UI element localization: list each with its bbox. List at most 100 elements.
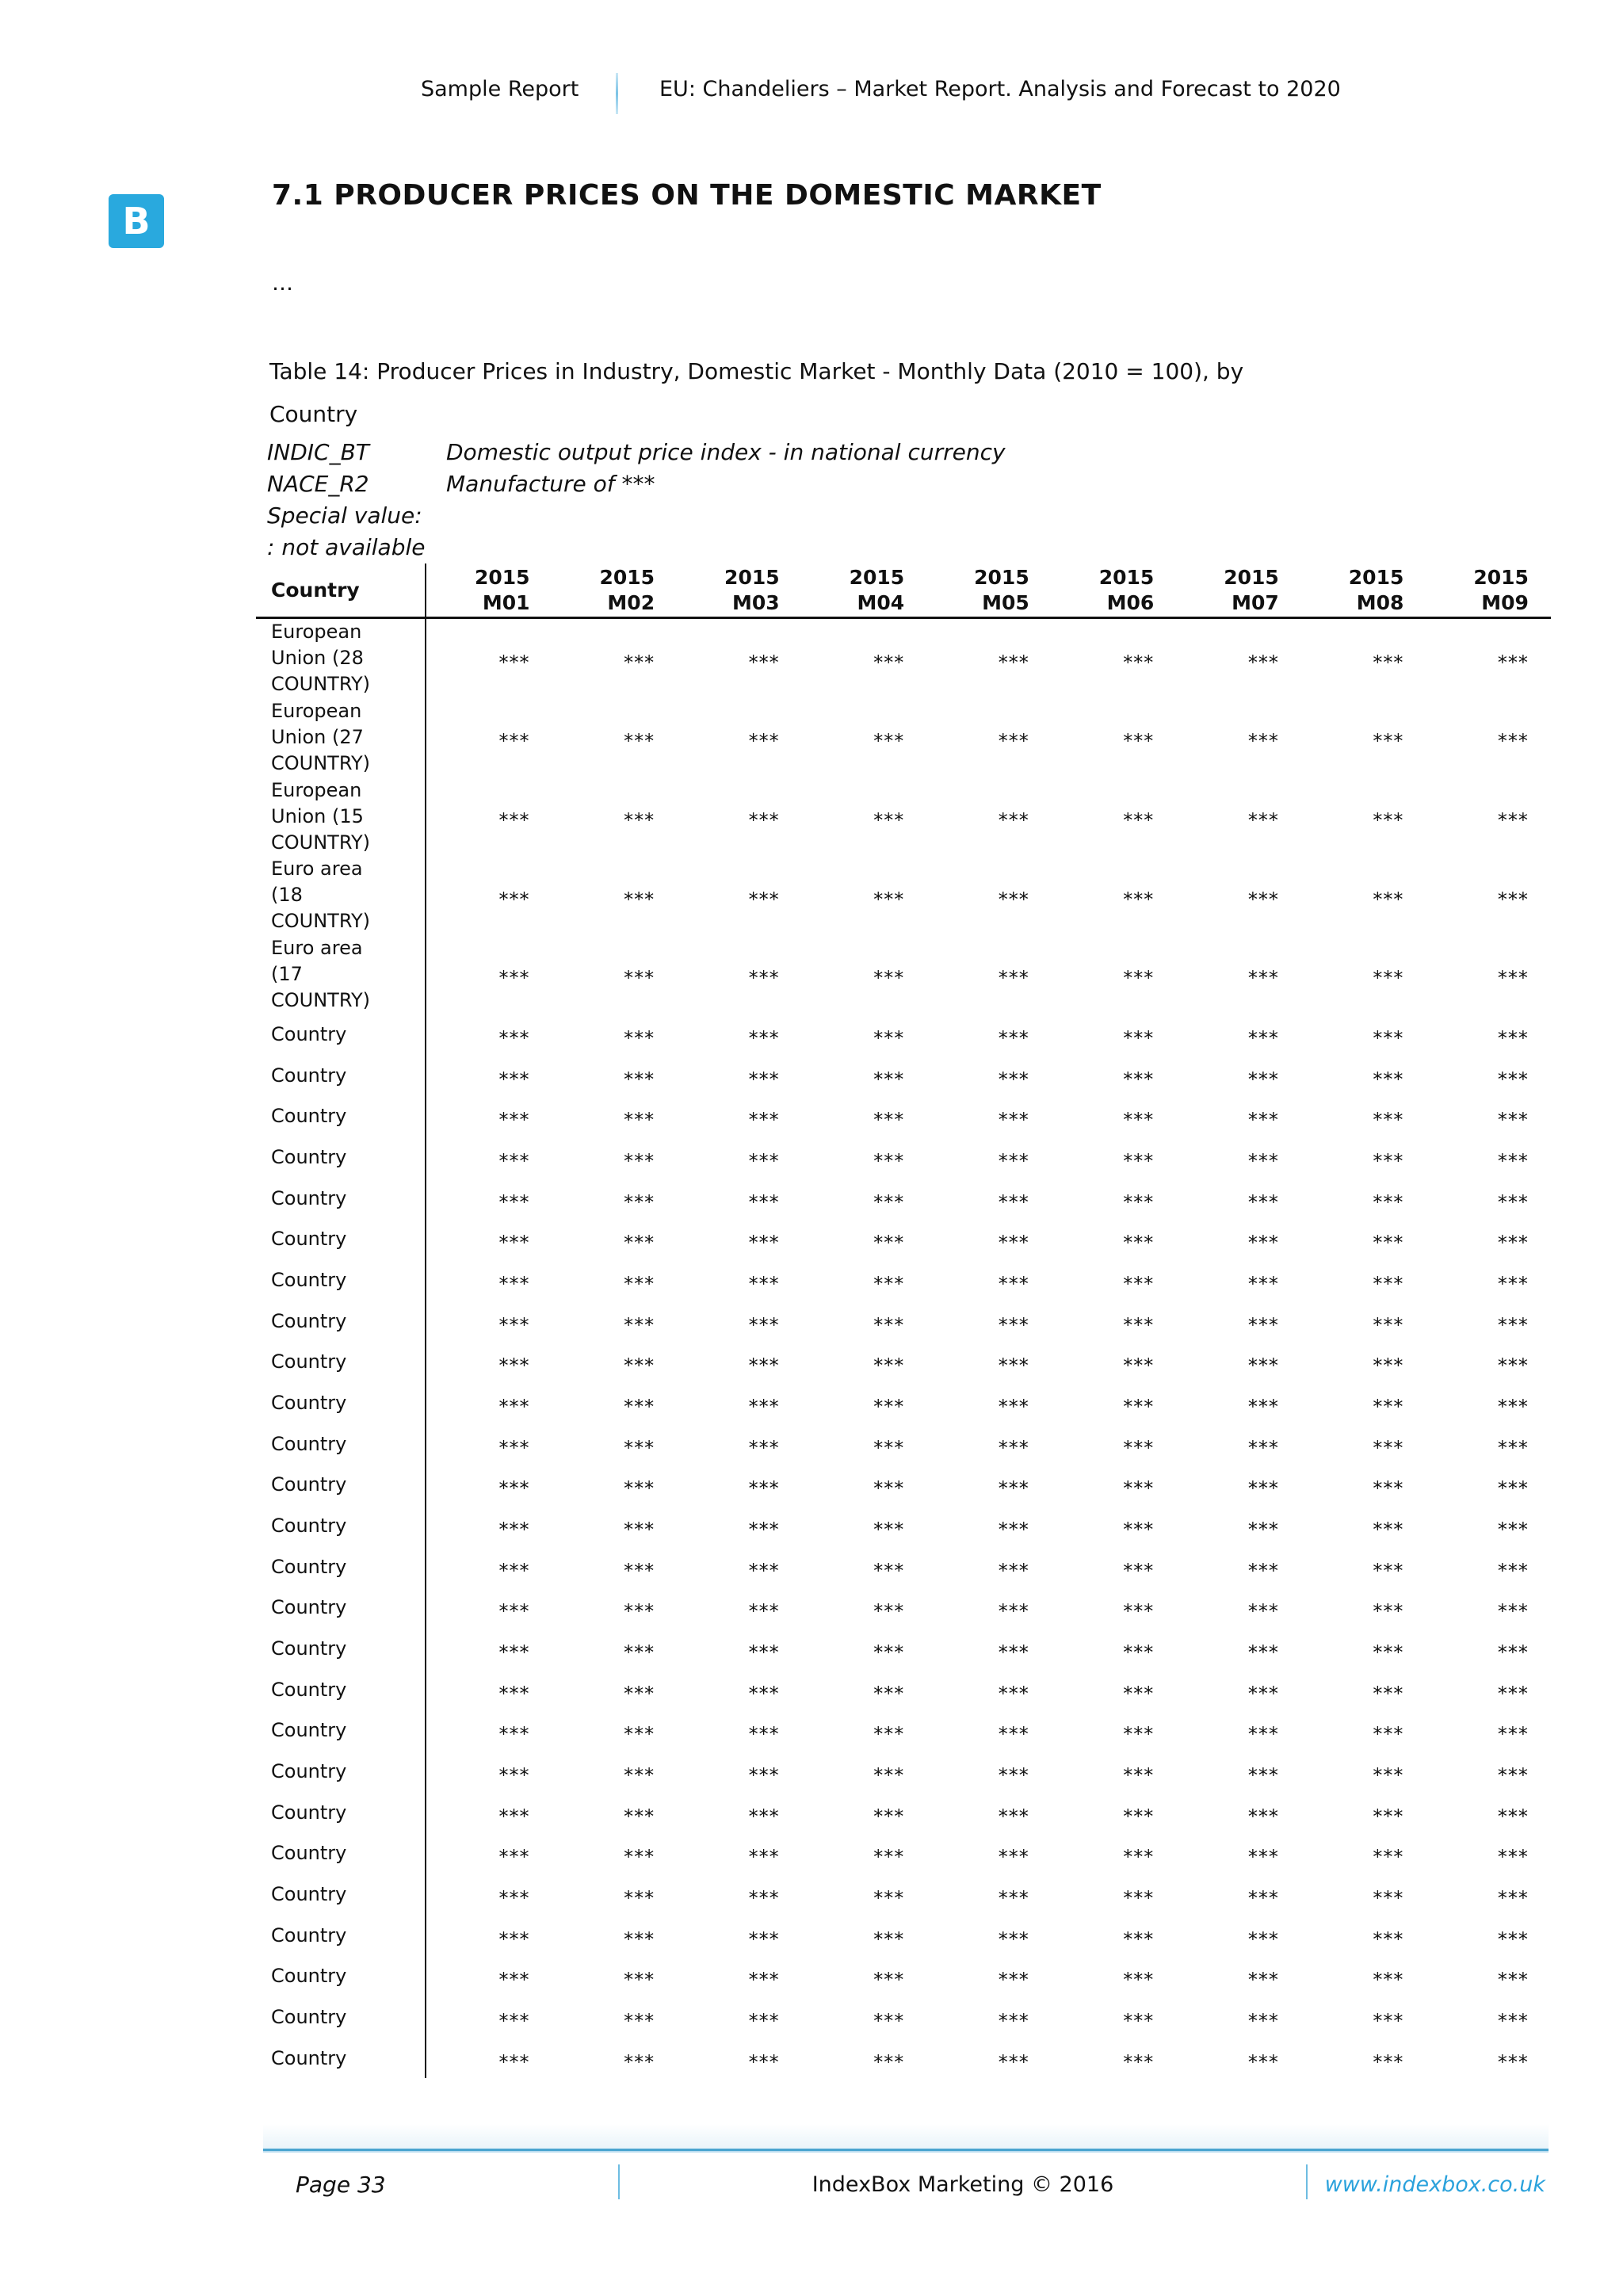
data-cell: ***: [1247, 1396, 1279, 1419]
data-cell: ***: [1497, 1682, 1529, 1705]
data-cell: ***: [1247, 1600, 1279, 1623]
table-header-row: Country 2015 M01 2015 M02 2015 M03 2015 M04 2015…: [256, 563, 1551, 619]
data-cell: ***: [998, 1805, 1029, 1828]
data-cell: ***: [998, 1232, 1029, 1255]
data-cell: ***: [1247, 1641, 1279, 1664]
data-cell: ***: [624, 2050, 655, 2073]
data-cell: ***: [1373, 1969, 1404, 1992]
table-caption-line2: Country: [269, 401, 358, 427]
data-cell: ***: [998, 1477, 1029, 1500]
data-cell: ***: [748, 1763, 780, 1786]
data-cell: ***: [498, 730, 530, 753]
data-cell: ***: [1373, 1027, 1404, 1050]
header-month: M07: [1232, 590, 1279, 614]
data-cell: ***: [1247, 1027, 1279, 1050]
table-row-country: Country *** *** *** *** *** *** *** *** ***: [256, 1792, 1551, 1833]
data-cell: ***: [1247, 1763, 1279, 1786]
data-cell: ***: [1373, 1805, 1404, 1828]
table-row-country: Country *** *** *** *** *** *** *** *** ***: [256, 1382, 1551, 1423]
row-label: Country: [271, 1186, 347, 1209]
footer-website-link[interactable]: www.indexbox.co.uk: [1324, 2172, 1545, 2197]
data-cell: ***: [748, 2050, 780, 2073]
legend-special-value-desc: : not available: [267, 534, 426, 560]
header-year: 2015: [1348, 565, 1404, 589]
table-vertical-rule: [425, 563, 426, 2079]
page-number: Page 33: [296, 2172, 386, 2198]
legend-code: INDIC_BT: [267, 439, 369, 465]
data-cell: ***: [624, 1682, 655, 1705]
data-cell: ***: [1373, 1150, 1404, 1173]
data-cell: ***: [998, 2009, 1029, 2032]
data-cell: ***: [1247, 651, 1279, 674]
row-label: Country: [271, 1269, 347, 1292]
data-cell: ***: [1373, 1273, 1404, 1296]
data-cell: ***: [1247, 1313, 1279, 1336]
data-cell: ***: [998, 1068, 1029, 1091]
data-cell: ***: [1123, 1190, 1155, 1213]
table-row-country: Country *** *** *** *** *** *** *** *** ***: [256, 1423, 1551, 1465]
data-cell: ***: [498, 1927, 530, 1950]
data-cell: ***: [498, 809, 530, 832]
data-cell: ***: [1123, 1396, 1155, 1419]
data-cell: ***: [998, 1150, 1029, 1173]
row-label: Country: [271, 1473, 347, 1496]
month-column-header: 2015 M07: [1174, 565, 1300, 616]
data-cell: ***: [624, 1927, 655, 1950]
data-cell: ***: [1123, 1232, 1155, 1255]
row-label: Country: [271, 2046, 347, 2069]
table-row-country: Country *** *** *** *** *** *** *** *** ***: [256, 1751, 1551, 1792]
table-row-country: Country *** *** *** *** *** *** *** *** ***: [256, 1996, 1551, 2038]
data-cell: ***: [1497, 730, 1529, 753]
ellipsis-text: …: [272, 271, 293, 296]
data-cell: ***: [624, 1190, 655, 1213]
data-cell: ***: [1247, 1969, 1279, 1992]
data-cell: ***: [624, 1846, 655, 1869]
data-cell: ***: [1247, 1886, 1279, 1909]
data-cell: ***: [873, 809, 905, 832]
data-cell: ***: [498, 1805, 530, 1828]
data-cell: ***: [873, 1068, 905, 1091]
data-cell: ***: [1373, 1641, 1404, 1664]
row-label: European Union (27 COUNTRY): [271, 699, 370, 774]
data-cell: ***: [624, 1436, 655, 1459]
row-label: Country: [271, 1514, 347, 1537]
row-label: Country: [271, 1719, 347, 1742]
data-cell: ***: [1123, 1886, 1155, 1909]
row-label: Country: [271, 1350, 347, 1373]
data-cell: ***: [1497, 1927, 1529, 1950]
data-cell: ***: [1123, 1846, 1155, 1869]
data-cell: ***: [1373, 1477, 1404, 1500]
data-cell: ***: [1373, 2009, 1404, 2032]
data-cell: ***: [1247, 1436, 1279, 1459]
header-month: M08: [1356, 590, 1404, 614]
header-year: 2015: [474, 565, 530, 589]
data-cell: ***: [498, 1682, 530, 1705]
data-cell: ***: [873, 1273, 905, 1296]
header-year: 2015: [1473, 565, 1529, 589]
data-cell: ***: [1123, 809, 1155, 832]
table-row-country: Country *** *** *** *** *** *** *** *** ***: [256, 1014, 1551, 1055]
data-cell: ***: [498, 1559, 530, 1582]
header-month: M01: [482, 590, 530, 614]
row-label: Country: [271, 1596, 347, 1619]
row-label: Euro area (18 COUNTRY): [271, 858, 370, 933]
data-cell: ***: [1247, 809, 1279, 832]
data-cell: ***: [873, 1805, 905, 1828]
row-label: Euro area (17 COUNTRY): [271, 936, 370, 1011]
data-cell: ***: [1123, 730, 1155, 753]
row-label: Country: [271, 1228, 347, 1251]
data-cell: ***: [624, 1477, 655, 1500]
header-month: M04: [857, 590, 905, 614]
data-cell: ***: [1123, 1518, 1155, 1541]
header-year: 2015: [974, 565, 1029, 589]
month-column-header: 2015 M05: [925, 565, 1050, 616]
data-cell: ***: [873, 1190, 905, 1213]
row-label: Country: [271, 1555, 347, 1578]
data-cell: ***: [873, 1846, 905, 1869]
data-cell: ***: [748, 1682, 780, 1705]
row-label: Country: [271, 1965, 347, 1988]
data-cell: ***: [1373, 1068, 1404, 1091]
row-label: Country: [271, 1801, 347, 1824]
header-year: 2015: [1224, 565, 1279, 589]
